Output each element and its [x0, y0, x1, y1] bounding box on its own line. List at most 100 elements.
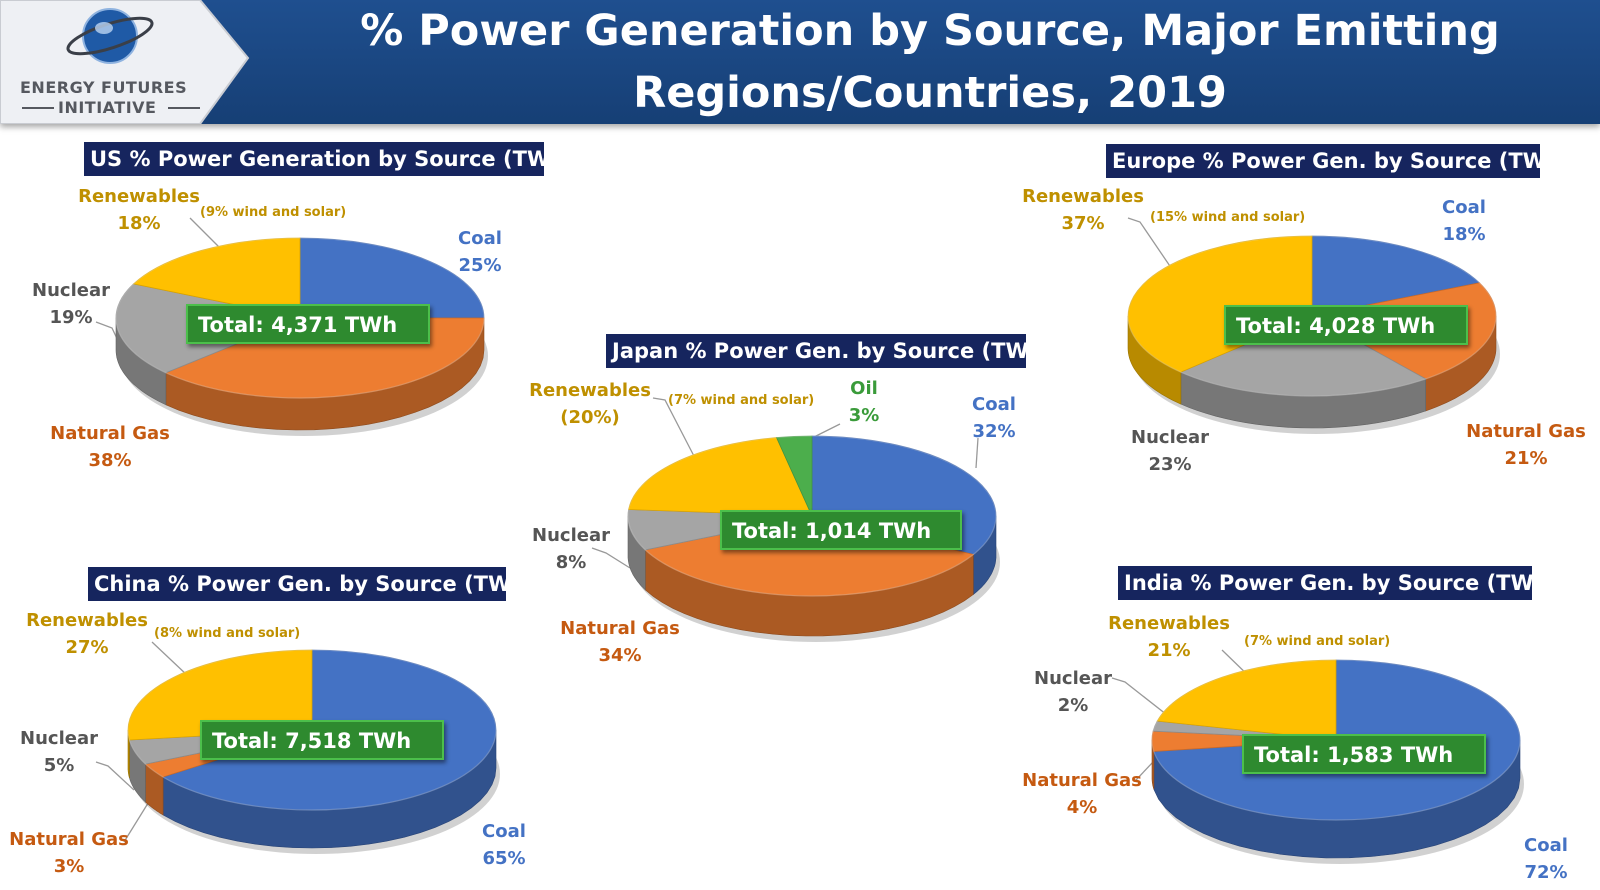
slice-pct-china-nuclear: 5% — [43, 755, 75, 776]
header-banner: ENERGY FUTURES INITIATIVE % Power Genera… — [0, 0, 1600, 124]
pie-rim-us — [115, 237, 485, 399]
slice-pct-india-coal: 72% — [1524, 862, 1568, 883]
pie-slice-us-coal — [299, 237, 485, 319]
slice-pct-europe-gas: 21% — [1504, 448, 1548, 469]
pie-slice-europe-renewables — [1127, 235, 1313, 373]
slice-label-europe-gas: Natural Gas 21% — [1456, 418, 1596, 472]
slice-label-china-coal: Coal 65% — [464, 818, 544, 872]
slice-name-us-coal: Coal — [458, 228, 502, 249]
slice-name-china-coal: Coal — [482, 821, 526, 842]
pie-slice-india-renewables — [1156, 659, 1337, 741]
pie-slice-us-renewables — [132, 237, 301, 319]
slice-label-japan-coal: Coal 32% — [954, 391, 1034, 445]
slice-label-india-coal: Coal 72% — [1506, 832, 1586, 886]
slice-pct-china-renewables: 27% — [65, 637, 109, 658]
slice-pct-india-nuclear: 2% — [1057, 695, 1089, 716]
leader-japan-renewables — [652, 397, 697, 461]
slice-name-us-renewables: Renewables — [78, 186, 200, 207]
slice-pct-us-renewables: 18% — [117, 213, 161, 234]
slice-name-japan-oil: Oil — [850, 378, 878, 399]
pie-rim-europe — [1127, 235, 1497, 397]
slice-pct-china-gas: 3% — [53, 856, 85, 877]
leader-india-nuclear — [1111, 677, 1177, 723]
total-badge-china: Total: 7,518 TWh — [200, 720, 444, 760]
slice-name-india-coal: Coal — [1524, 835, 1568, 856]
slice-label-us-coal: Coal 25% — [440, 225, 520, 279]
slice-label-india-gas: Natural Gas 4% — [1012, 767, 1152, 821]
note-india-renewables: (7% wind and solar) — [1244, 634, 1391, 649]
slice-pct-india-renewables: 21% — [1147, 640, 1191, 661]
slice-name-india-renewables: Renewables — [1108, 613, 1230, 634]
leader-china-nuclear — [95, 761, 135, 791]
pie-rim-japan — [627, 435, 997, 597]
slice-pct-us-nuclear: 19% — [49, 307, 93, 328]
slice-name-europe-gas: Natural Gas — [1466, 421, 1586, 442]
chart-title-us: US % Power Generation by Source (TWh) — [84, 142, 575, 176]
slice-label-us-nuclear: Nuclear 19% — [26, 277, 116, 331]
slice-label-europe-coal: Coal 18% — [1424, 194, 1504, 248]
slice-name-china-renewables: Renewables — [26, 610, 148, 631]
pie-slice-china-renewables — [127, 649, 313, 741]
slice-label-china-nuclear: Nuclear 5% — [14, 725, 104, 779]
slice-label-japan-nuclear: Nuclear 8% — [526, 522, 616, 576]
slice-name-china-gas: Natural Gas — [9, 829, 129, 850]
page-title: % Power Generation by Source, Major Emit… — [260, 0, 1600, 124]
note-europe-renewables: (15% wind and solar) — [1150, 210, 1306, 225]
globe-icon — [66, 8, 154, 64]
slice-name-japan-gas: Natural Gas — [560, 618, 680, 639]
slice-label-europe-nuclear: Nuclear 23% — [1122, 424, 1218, 478]
note-japan-renewables: (7% wind and solar) — [668, 393, 815, 408]
slice-name-europe-nuclear: Nuclear — [1131, 427, 1209, 448]
slice-label-japan-gas: Natural Gas 34% — [550, 615, 690, 669]
page-title-line1: % Power Generation by Source, Major Emit… — [360, 6, 1500, 56]
chart-title-china: China % Power Gen. by Source (TWh) — [88, 567, 536, 601]
logo-text-line2: INITIATIVE — [58, 98, 157, 117]
slice-pct-us-coal: 25% — [458, 255, 502, 276]
note-us-renewables: (9% wind and solar) — [200, 205, 347, 220]
pie-rim-china — [127, 649, 497, 811]
slice-pct-japan-renewables: (20%) — [560, 407, 620, 428]
slice-label-india-renewables: Renewables 21% — [1106, 610, 1232, 664]
slice-label-china-gas: Natural Gas 3% — [2, 826, 136, 880]
logo-background — [0, 0, 250, 124]
slice-pct-japan-coal: 32% — [972, 421, 1016, 442]
slice-pct-europe-nuclear: 23% — [1148, 454, 1192, 475]
slice-label-india-nuclear: Nuclear 2% — [1028, 665, 1118, 719]
total-badge-us: Total: 4,371 TWh — [186, 304, 430, 344]
logo-panel: ENERGY FUTURES INITIATIVE — [0, 0, 260, 124]
total-badge-india: Total: 1,583 TWh — [1242, 734, 1486, 774]
slice-label-japan-renewables: Renewables (20%) — [526, 377, 654, 431]
slice-label-japan-oil: Oil 3% — [834, 375, 894, 429]
slice-label-us-renewables: Renewables 18% — [76, 183, 202, 237]
slice-pct-europe-renewables: 37% — [1061, 213, 1105, 234]
slice-pct-europe-coal: 18% — [1442, 224, 1486, 245]
logo-dash-right — [168, 107, 200, 109]
total-badge-japan: Total: 1,014 TWh — [720, 510, 962, 550]
slice-label-us-gas: Natural Gas 38% — [40, 420, 180, 474]
leader-europe-renewables — [1127, 217, 1177, 276]
slice-pct-japan-gas: 34% — [598, 645, 642, 666]
slice-pct-us-gas: 38% — [88, 450, 132, 471]
slice-name-europe-coal: Coal — [1442, 197, 1486, 218]
chart-title-europe: Europe % Power Gen. by Source (TWh) — [1106, 144, 1570, 178]
slice-pct-japan-oil: 3% — [848, 405, 880, 426]
chart-title-japan: Japan % Power Gen. by Source (TWh) — [606, 334, 1053, 368]
slice-name-us-nuclear: Nuclear — [32, 280, 110, 301]
logo-dash-left — [22, 107, 54, 109]
slice-name-india-gas: Natural Gas — [1022, 770, 1142, 791]
slice-name-japan-renewables: Renewables — [529, 380, 651, 401]
pie-rim-india — [1151, 659, 1521, 821]
slice-name-india-nuclear: Nuclear — [1034, 668, 1112, 689]
slice-name-japan-nuclear: Nuclear — [532, 525, 610, 546]
leader-japan-coal — [975, 437, 979, 469]
slice-name-china-nuclear: Nuclear — [20, 728, 98, 749]
logo-text-line1: ENERGY FUTURES — [20, 78, 188, 97]
slice-pct-india-gas: 4% — [1066, 797, 1098, 818]
chart-title-india: India % Power Gen. by Source (TWh) — [1118, 566, 1558, 600]
slice-pct-japan-nuclear: 8% — [555, 552, 587, 573]
